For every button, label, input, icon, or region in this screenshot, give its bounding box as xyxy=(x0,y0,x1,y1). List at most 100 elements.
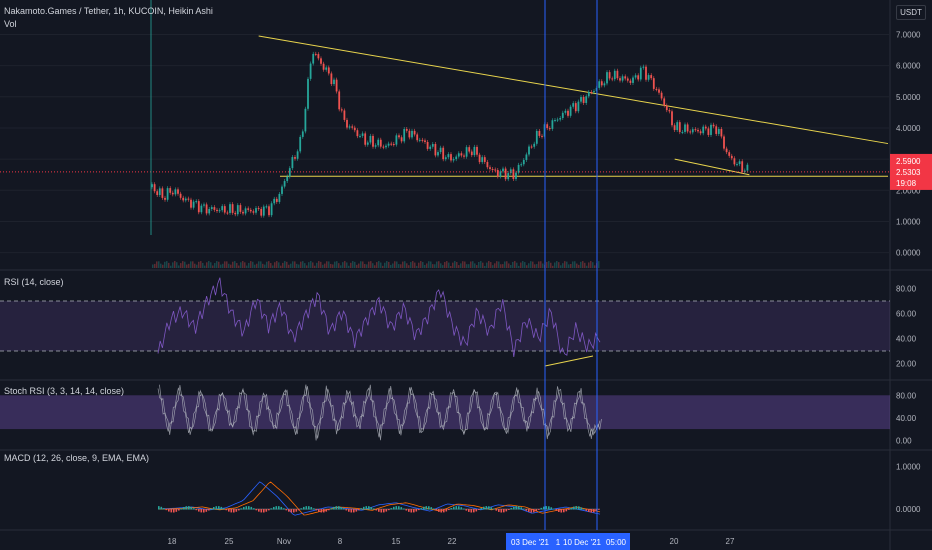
candle xyxy=(509,169,512,174)
candle xyxy=(374,145,377,147)
candle xyxy=(268,206,270,216)
volume-bar xyxy=(562,263,564,268)
candle xyxy=(572,103,575,107)
macd-histogram-bar xyxy=(348,509,350,512)
macd-histogram-bar xyxy=(433,508,435,510)
macd-histogram-bar xyxy=(178,509,180,511)
volume-bar xyxy=(546,261,548,268)
macd-histogram-bar xyxy=(380,509,383,513)
macd-histogram-bar xyxy=(203,509,205,513)
candle xyxy=(489,167,491,169)
macd-histogram-bar xyxy=(335,506,338,510)
volume-bar xyxy=(574,261,576,268)
volume-bar xyxy=(398,264,400,268)
volume-bar xyxy=(208,261,210,268)
volume-bar xyxy=(464,261,466,268)
candle xyxy=(647,75,650,80)
macd-histogram-bar xyxy=(290,509,293,513)
macd-histogram-bar xyxy=(295,509,298,512)
macd-legend[interactable]: MACD (12, 26, close, 9, EMA, EMA) xyxy=(4,453,150,463)
volume-bar xyxy=(164,261,166,268)
volume-bar xyxy=(532,261,534,268)
candle xyxy=(192,201,195,208)
macd-histogram-bar xyxy=(183,507,185,510)
candle xyxy=(621,76,624,81)
candle xyxy=(260,208,263,216)
volume-bar xyxy=(230,264,232,268)
volume-bar xyxy=(276,261,278,268)
candle xyxy=(286,176,289,182)
candle xyxy=(632,77,634,83)
candle xyxy=(400,137,403,142)
stoch-tick-label: 40.00 xyxy=(896,414,917,423)
volume-bar xyxy=(432,264,434,268)
candle xyxy=(403,129,406,142)
macd-histogram-bar xyxy=(400,507,403,510)
symbol-legend[interactable]: Nakamoto.Games / Tether, 1h, KUCOIN, Hei… xyxy=(4,6,213,16)
volume-legend[interactable]: Vol xyxy=(4,19,17,29)
candle xyxy=(559,117,562,120)
macd-histogram-bar xyxy=(240,508,243,510)
volume-bar xyxy=(190,261,192,268)
volume-bar xyxy=(210,262,212,268)
candle xyxy=(203,204,205,206)
macd-histogram-bar xyxy=(465,509,468,511)
macd-histogram-bar xyxy=(410,509,413,513)
candle xyxy=(314,53,317,55)
macd-histogram-bar xyxy=(560,509,563,513)
macd-histogram-bar xyxy=(408,509,410,512)
rsi-legend[interactable]: RSI (14, close) xyxy=(4,277,64,287)
candle xyxy=(624,76,627,79)
time-tick-label: 18 xyxy=(168,537,177,546)
volume-bar xyxy=(180,263,182,268)
candle xyxy=(359,135,361,137)
candle xyxy=(684,124,686,132)
volume-bar xyxy=(378,261,380,268)
trendline-local-down-channel[interactable] xyxy=(674,158,750,176)
macd-histogram-bar xyxy=(378,509,380,512)
volume-bar xyxy=(386,261,388,268)
volume-bar xyxy=(394,261,396,268)
candle xyxy=(366,142,369,145)
time-range-highlight[interactable] xyxy=(506,533,630,550)
macd-histogram-bar xyxy=(175,509,178,512)
volume-bar xyxy=(244,262,246,268)
candle xyxy=(405,129,408,131)
rsi-line[interactable] xyxy=(157,277,601,358)
candle xyxy=(741,161,744,172)
macd-histogram-bar xyxy=(208,509,210,511)
candle xyxy=(561,112,564,118)
volume-bar xyxy=(188,263,190,268)
volume-bar xyxy=(352,261,354,268)
currency-button[interactable]: USDT xyxy=(896,5,926,20)
volume-bar xyxy=(300,261,302,268)
volume-bar xyxy=(436,261,438,268)
highlight-time: 05:00 xyxy=(606,538,627,547)
volume-bar xyxy=(584,262,586,268)
volume-bar xyxy=(434,264,436,268)
macd-histogram-bar xyxy=(368,506,370,510)
candle xyxy=(671,111,673,126)
macd-tick-label: 1.0000 xyxy=(896,463,921,472)
macd-line[interactable] xyxy=(158,481,601,516)
volume-bar xyxy=(580,261,582,268)
trendline-descending-resistance[interactable] xyxy=(258,35,889,145)
macd-histogram-bar xyxy=(495,509,498,511)
volume-bar xyxy=(564,261,566,268)
macd-histogram-bar xyxy=(248,506,250,510)
rsi-divergence-line[interactable] xyxy=(544,355,594,367)
candle xyxy=(455,156,458,160)
volume-bar xyxy=(198,261,200,268)
last-price-tag[interactable] xyxy=(890,153,932,190)
macd-histogram-bar xyxy=(575,506,578,510)
macd-line[interactable] xyxy=(157,481,601,516)
volume-bar xyxy=(362,261,364,268)
volume-bar xyxy=(470,261,472,268)
candle xyxy=(603,83,606,86)
candle xyxy=(663,98,666,106)
stoch-legend[interactable]: Stoch RSI (3, 3, 14, 14, close) xyxy=(4,386,125,396)
macd-histogram-bar xyxy=(223,508,225,510)
volume-bar xyxy=(502,264,504,268)
stoch-line[interactable] xyxy=(159,384,602,441)
